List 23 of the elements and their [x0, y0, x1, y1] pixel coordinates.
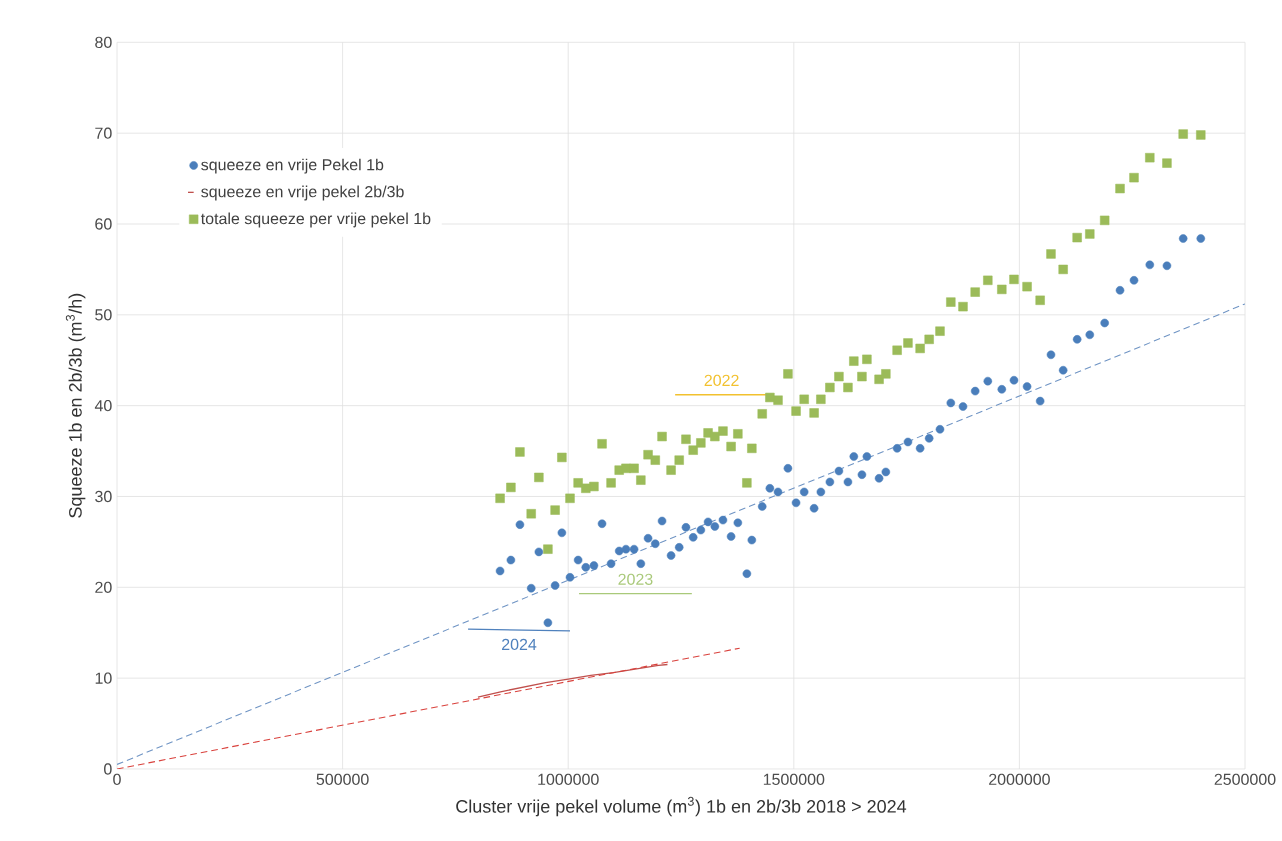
x-tick-label: 2500000 [1214, 773, 1276, 786]
y-tick-label: 40 [94, 399, 112, 412]
x-tick-label: 1500000 [763, 773, 825, 786]
y-tick-label: 20 [95, 581, 112, 593]
x-tick-label: 1000000 [538, 773, 599, 786]
y-tick-label: 0 [104, 763, 112, 775]
x-tick-label: 500000 [316, 773, 369, 786]
annotation: 2024 [502, 638, 537, 651]
y-tick-label: 30 [95, 490, 112, 503]
legend-label: squeeze en vrije Pekel 1b [201, 158, 384, 174]
y-tick-label: 80 [95, 36, 112, 48]
y-tick-label: 70 [95, 127, 112, 139]
x-axis-title: Cluster vrije pekel volume (m$^{3}$) 1b en 2b/3b 2018 > 2024 [456, 796, 907, 817]
y-tick-label: 10 [95, 672, 112, 684]
x-tick-label: 0 [113, 773, 121, 786]
y-tick-label: 50 [95, 309, 112, 321]
x-tick-label: 2000000 [989, 773, 1050, 786]
annotation: 2022 [704, 374, 739, 387]
legend-label: totale squeeze per vrije pekel 1b [200, 212, 431, 228]
legend-label: squeeze en vrije pekel 2b/3b [201, 185, 404, 201]
y-axis-title: Squeeze 1b en 2b/3b (m$^{3}$/h) [65, 293, 86, 518]
y-tick-label: 60 [95, 218, 112, 230]
annotation: 2023 [618, 573, 653, 585]
